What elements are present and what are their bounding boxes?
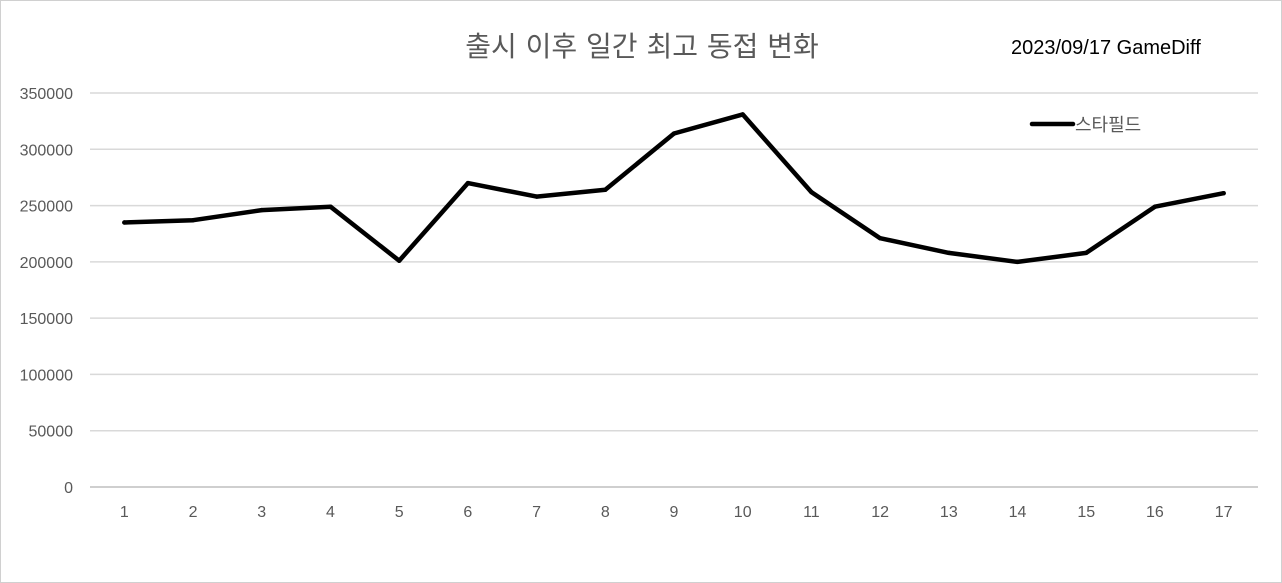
y-tick-label: 100000: [20, 367, 73, 384]
legend-label: 스타필드: [1075, 115, 1141, 136]
x-tick-label: 7: [532, 504, 541, 521]
y-tick-label: 250000: [20, 199, 73, 216]
data-point: [603, 187, 608, 193]
x-tick-label: 13: [940, 504, 958, 521]
data-point: [122, 220, 127, 225]
data-point: [1015, 259, 1020, 265]
x-tick-label: 2: [189, 504, 198, 521]
data-point: [328, 204, 333, 209]
x-tick-label: 10: [734, 504, 752, 521]
x-tick-label: 5: [395, 504, 404, 521]
data-point: [946, 250, 952, 256]
x-tick-label: 12: [871, 504, 889, 521]
data-point: [671, 131, 677, 136]
series-line: [122, 112, 1226, 265]
data-point: [534, 194, 539, 199]
data-point: [259, 207, 264, 213]
data-point: [190, 218, 196, 223]
x-tick-label: 15: [1077, 504, 1095, 521]
x-tick-label: 4: [326, 504, 335, 521]
data-point: [465, 180, 471, 186]
data-point: [396, 258, 402, 263]
y-tick-label: 300000: [20, 142, 73, 159]
data-point: [740, 112, 745, 117]
y-tick-label: 0: [64, 480, 73, 497]
x-tick-label: 16: [1146, 504, 1164, 521]
y-tick-label: 350000: [20, 86, 73, 103]
x-tick-label: 3: [257, 504, 266, 521]
x-tick-label: 8: [601, 504, 610, 521]
x-tick-label: 1: [120, 504, 129, 521]
x-tick-label: 11: [803, 504, 820, 521]
y-tick-label: 200000: [20, 255, 73, 272]
y-tick-label: 50000: [29, 424, 74, 441]
data-point: [1152, 204, 1158, 209]
data-point: [1221, 190, 1226, 196]
data-point: [1084, 250, 1089, 256]
x-tick-label: 6: [463, 504, 472, 521]
chart-source-annotation: 2023/09/17 GameDiff: [1011, 37, 1201, 59]
data-point: [877, 236, 883, 241]
x-tick-label: 17: [1215, 504, 1233, 521]
legend: 스타필드: [1029, 115, 1141, 136]
x-tick-label: 14: [1009, 504, 1027, 521]
x-tick-label: 9: [670, 504, 679, 521]
chart-title: 출시 이후 일간 최고 동접 변화: [465, 30, 819, 63]
y-tick-label: 150000: [20, 311, 73, 328]
data-point: [809, 189, 814, 195]
